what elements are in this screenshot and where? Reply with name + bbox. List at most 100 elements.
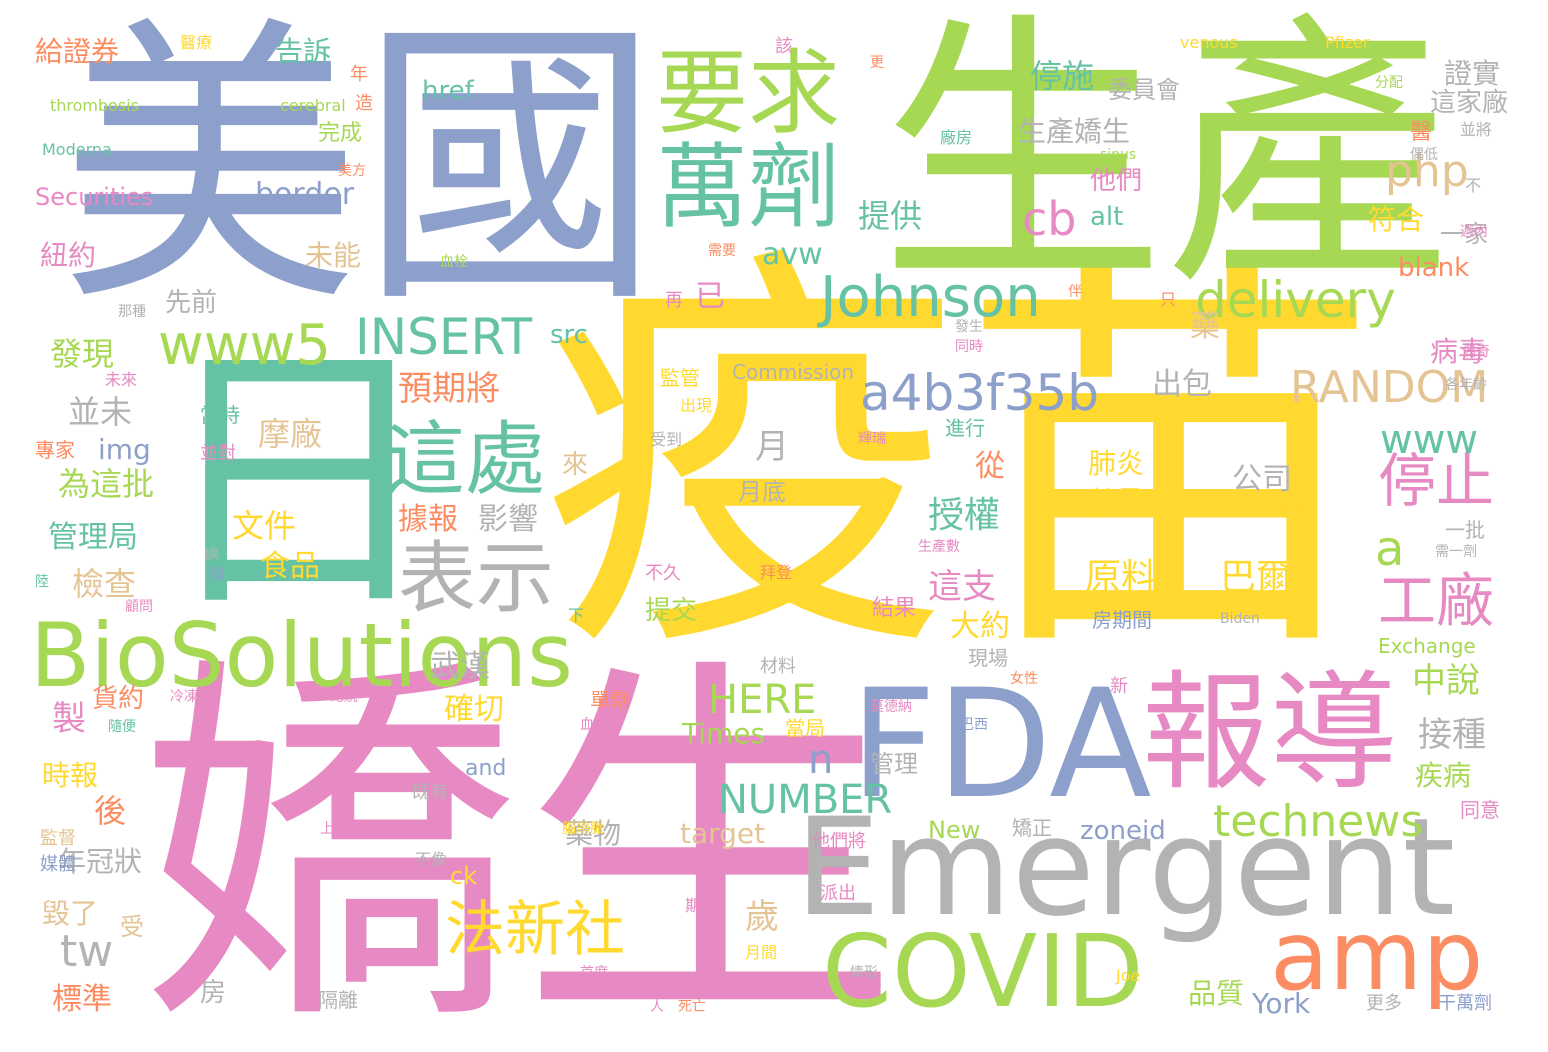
word-random: RANDOM — [1290, 362, 1489, 413]
word-advisor: 顧問 — [125, 599, 153, 615]
word-land: 陸 — [35, 574, 49, 590]
word-all-ages: 各年齡 — [1445, 377, 1487, 393]
word-this-place: 這處 — [385, 413, 545, 506]
word-month: 月 — [755, 427, 789, 467]
word-existing: 既有 — [412, 782, 448, 803]
word-vaccinate: 接種 — [1418, 715, 1486, 755]
word-one-batch: 一批 — [1445, 518, 1485, 542]
word-src: src — [550, 320, 588, 350]
word-more-zh: 更 — [870, 55, 884, 71]
word-biden: Biden — [1220, 611, 1260, 627]
word-chief: 首席 — [580, 965, 608, 981]
word-year: 年 — [350, 64, 368, 85]
word-disease: 疾病 — [1415, 759, 1472, 792]
word-destroyed: 毀了 — [42, 897, 99, 930]
word-allocate: 分配 — [1375, 75, 1403, 91]
word-company: 公司 — [1232, 462, 1292, 497]
word-here: HERE — [708, 677, 817, 723]
word-healthcare: 醫療 — [180, 33, 213, 52]
word-johnson: Johnson — [820, 265, 1041, 330]
word-report: 報導 — [1142, 659, 1399, 808]
word-jnj: 嬌生 — [140, 628, 900, 1052]
word-securities: Securities — [35, 183, 154, 211]
word-standard: 標準 — [52, 982, 112, 1017]
word-usa: 美國 — [60, 0, 660, 342]
word-target: target — [680, 817, 766, 850]
word-during-month: 月間 — [745, 943, 778, 962]
word-make: 製 — [52, 699, 86, 739]
word-authorization: 授權 — [928, 495, 1001, 536]
word-from: 從 — [975, 449, 1005, 484]
word-plant: 廠 — [695, 927, 725, 962]
word-border: border — [255, 177, 355, 212]
word-manage: 管理 — [870, 750, 918, 778]
word-this-one: 這支 — [928, 567, 996, 607]
word-afp: 法新社 — [445, 895, 625, 965]
word-soon: 不久 — [645, 563, 681, 584]
word-death: 死亡 — [678, 999, 706, 1015]
word-moderna: Moderna — [42, 140, 112, 159]
word-to-securities: 給證券 — [35, 35, 120, 68]
word-ten-million-doses: 干萬劑 — [1438, 993, 1492, 1014]
word-supervise: 監督 — [40, 828, 76, 849]
word-and: and — [465, 756, 507, 781]
word-insert: INSERT — [355, 308, 533, 366]
word-plant-period: 房期間 — [1092, 608, 1152, 632]
word-need: 需要 — [708, 243, 736, 259]
word-fda: FDA — [850, 658, 1152, 832]
word-agree: 同意 — [1460, 798, 1500, 822]
word-material: 材料 — [760, 656, 796, 677]
word-day: 日 — [155, 316, 440, 648]
word-quantity: 數量 — [1088, 485, 1145, 518]
word-york: York — [1252, 987, 1311, 1020]
word-committee: 委員會 — [1108, 76, 1180, 104]
word-one-firm: 一家 — [1440, 220, 1488, 248]
word-production: 生產 — [880, 0, 1450, 322]
word-one-dose-needed: 需一劑 — [1435, 544, 1477, 560]
word-new: New — [928, 816, 981, 844]
word-age: 歲 — [745, 897, 779, 937]
word-conduct: 進行 — [945, 416, 985, 440]
word-baltimore: 巴爾 — [1220, 557, 1293, 598]
word-approximately: 大約 — [950, 609, 1010, 644]
word-site: 現場 — [968, 646, 1008, 670]
word-not-yet: 並未 — [68, 393, 133, 431]
word-inspect: 檢查 — [72, 565, 137, 603]
word-failed: 未能 — [305, 239, 362, 272]
word-already: 已 — [695, 279, 725, 314]
word-only: 只 — [1160, 290, 1177, 309]
word-mo-factory: 摩廠 — [258, 415, 323, 453]
word-they-will: 他們將 — [812, 831, 866, 852]
word-www: www — [1380, 417, 1479, 463]
word-occasional: 偶奇 — [1462, 344, 1490, 360]
word-venous: venous — [1180, 33, 1238, 52]
word-room: 房 — [200, 978, 227, 1008]
word-situation: 情形 — [850, 965, 878, 981]
word-stop-facility: 停施 — [1030, 57, 1095, 95]
word-technews: technews — [1213, 796, 1424, 847]
word-complete: 完成 — [318, 121, 363, 146]
word-again: 再 — [665, 290, 683, 311]
word-tell: 告訴 — [275, 35, 332, 68]
word-this-factory: 這家廠 — [1430, 88, 1509, 118]
word-confirm: 證實 — [1444, 57, 1501, 90]
word-number: NUMBER — [718, 777, 893, 823]
word-more: 更多 — [1366, 993, 1402, 1014]
word-regulate: 監管 — [660, 366, 700, 390]
word-contract: 貨約 — [92, 684, 145, 714]
word-come-up: 上來 — [320, 821, 348, 837]
word-moderna-zh: 莫德納 — [870, 699, 912, 715]
word-they: 他們 — [1090, 166, 1143, 196]
word-tw: tw — [60, 926, 114, 977]
word-indicate: 表示 — [398, 534, 555, 624]
word-mishap: 出包 — [1152, 367, 1212, 402]
word-and-to: 並對 — [200, 443, 236, 464]
word-month-end: 月底 — [738, 478, 786, 506]
word-comply: 符合 — [1368, 203, 1425, 236]
word-amp: amp — [1270, 900, 1484, 1012]
word-wuhan: 武漢 — [430, 649, 490, 684]
word-women: 女性 — [1010, 671, 1038, 687]
word-factory: 工廠 — [1378, 567, 1495, 635]
word-times: Times — [682, 717, 766, 750]
